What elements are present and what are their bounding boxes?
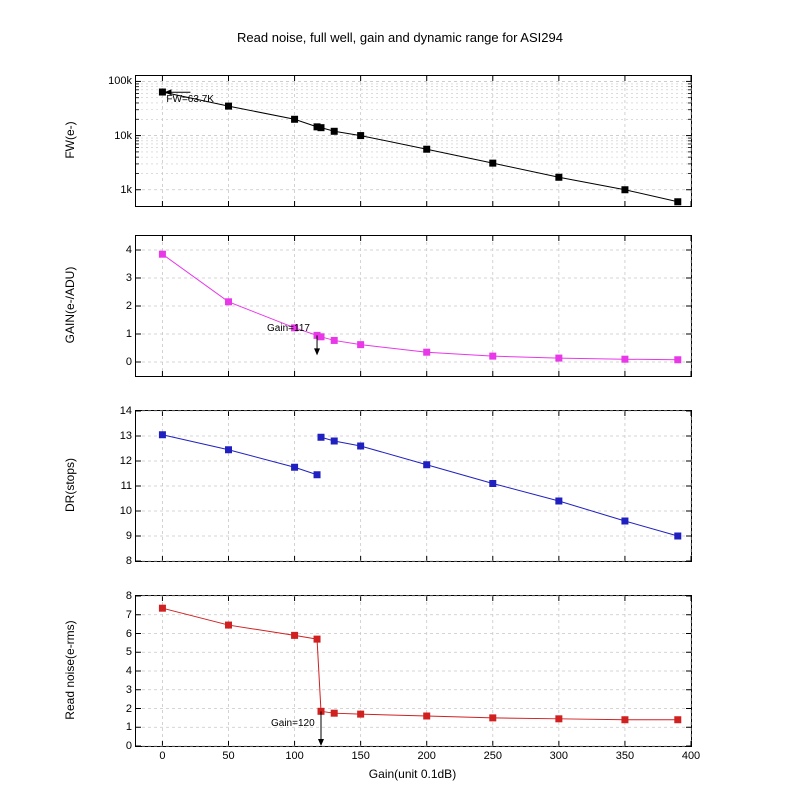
annot-fw: FW=63.7K [166,94,214,105]
ytick-label: 8 [126,555,132,567]
xtick-label: 300 [550,750,568,762]
ytick-label: 12 [120,455,132,467]
ytick-label: 4 [126,244,132,256]
ytick-label: 5 [126,646,132,658]
ytick-label: 11 [121,480,132,492]
ytick-label: 3 [126,272,132,284]
ytick-label: 10 [120,505,132,517]
panel-rn: 012345678Gain=12005010015020025030035040… [135,595,692,747]
figure: 1k10k100kFW=63.7KFW(e-)01234Gain=117GAIN… [90,75,710,763]
ytick-label: 14 [120,405,132,417]
xtick-label: 350 [616,750,634,762]
ytick-label: 6 [126,628,132,640]
ylabel-gain: GAIN(e-/ADU) [63,267,77,344]
xtick-label: 100 [285,750,303,762]
ylabel-fw: FW(e-) [63,121,77,158]
ytick-label: 8 [126,590,132,602]
ytick-label: 1 [126,721,132,733]
ytick-label: 2 [126,300,132,312]
xtick-label: 400 [682,750,700,762]
xtick-label: 50 [222,750,234,762]
ytick-label: 3 [126,684,132,696]
chart-title: Read noise, full well, gain and dynamic … [0,0,800,55]
xtick-label: 0 [159,750,165,762]
xlabel: Gain(unit 0.1dB) [369,767,456,781]
ytick-label: 0 [126,356,132,368]
ytick-label: 2 [126,703,132,715]
panel-dr: 891011121314 [135,410,692,562]
ylabel-dr: DR(stops) [63,458,77,512]
panel-fw: 1k10k100kFW=63.7K [135,75,692,207]
panel-gain: 01234Gain=117 [135,235,692,377]
ytick-label: 10k [114,130,132,142]
annot-gain: Gain=117 [267,323,310,334]
annot-rn: Gain=120 [271,718,315,729]
xtick-label: 200 [418,750,436,762]
ytick-label: 7 [126,609,132,621]
ytick-label: 4 [126,665,132,677]
ytick-label: 9 [126,530,132,542]
ylabel-rn: Read noise(e-rms) [63,620,77,719]
xtick-label: 150 [351,750,369,762]
ytick-label: 0 [126,740,132,752]
ytick-label: 1k [120,184,132,196]
ytick-label: 100k [108,75,132,87]
ytick-label: 1 [126,328,132,340]
ytick-label: 13 [120,430,132,442]
xtick-label: 250 [484,750,502,762]
